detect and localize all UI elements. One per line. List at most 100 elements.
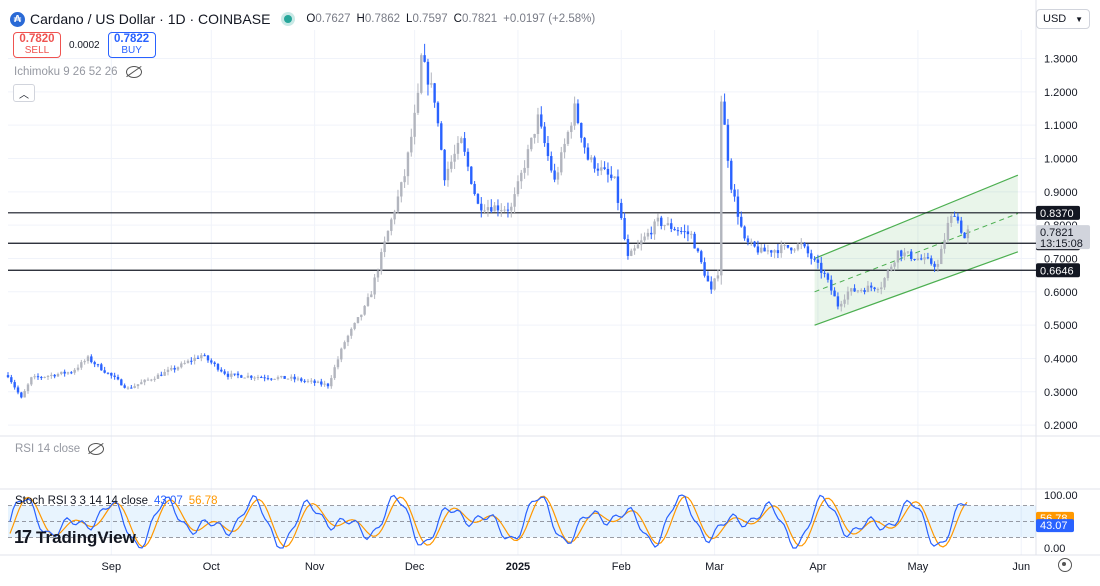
candle-body [120, 379, 123, 386]
candle-body [726, 124, 730, 161]
gear-icon[interactable] [1058, 558, 1072, 572]
candle-body [223, 371, 226, 374]
buy-button[interactable]: 0.7822 BUY [107, 32, 156, 58]
candle-body [240, 375, 243, 378]
candle-body [826, 273, 830, 280]
sell-button[interactable]: 0.7820 SELL [13, 32, 61, 58]
candle-body [716, 275, 720, 279]
price-tick-label: 1.2000 [1044, 87, 1078, 99]
bar-countdown-label: 13:15:08 [1040, 238, 1083, 250]
candle-body [750, 241, 753, 243]
chevron-down-icon: ▼ [1075, 14, 1083, 24]
candle-body [533, 134, 536, 138]
ichimoku-legend[interactable]: Ichimoku 9 26 52 26 [14, 66, 142, 78]
open-label: O [306, 13, 316, 25]
candle-body [33, 376, 36, 378]
candle-body [133, 386, 136, 388]
market-open-dot-icon [284, 15, 293, 23]
candle-body [866, 285, 870, 292]
candle-body [613, 176, 616, 179]
candle-body [686, 231, 690, 235]
candle-body [100, 364, 103, 371]
candle-body [730, 160, 733, 190]
candle-body [570, 125, 573, 133]
eye-hidden-icon[interactable] [88, 443, 105, 455]
candle-body [886, 270, 890, 279]
channel-mid-line [814, 213, 1019, 293]
candle-body [876, 289, 880, 291]
candle-body [923, 257, 926, 260]
candle-body [343, 342, 346, 349]
candle-body [213, 362, 216, 364]
candle-body [96, 364, 100, 366]
candle-body [956, 216, 960, 221]
candle-body [276, 377, 280, 379]
candle-body [363, 305, 366, 315]
stoch-k-value: 43.07 [153, 495, 183, 507]
candle-body [623, 218, 626, 240]
candle-body [676, 230, 680, 232]
candle-body [60, 371, 63, 374]
candle-body [90, 356, 93, 363]
eye-hidden-icon[interactable] [125, 66, 142, 78]
collapse-legend-button[interactable]: ︿ [13, 84, 35, 102]
candle-body [153, 378, 156, 380]
candle-body [370, 294, 373, 298]
candle-body [690, 233, 693, 235]
candle-body [626, 239, 630, 256]
candle-body [493, 205, 496, 212]
candle-body [40, 377, 43, 379]
currency-select[interactable]: USD ▼ [1036, 9, 1090, 29]
candle-body [143, 379, 146, 383]
candle-body [406, 152, 410, 177]
candle-body [430, 83, 433, 85]
candle-body [843, 299, 846, 304]
price-tick-label: 0.4000 [1044, 353, 1078, 365]
candle-body [226, 373, 230, 377]
candle-body [943, 239, 946, 249]
candle-body [426, 61, 430, 85]
buy-price: 0.7822 [114, 33, 150, 45]
candle-body [63, 371, 66, 374]
tradingview-logo[interactable]: 17 TradingView [14, 527, 136, 548]
candle-body [306, 380, 310, 382]
change-value: +0.0197 (+2.58%) [503, 13, 596, 25]
candle-body [403, 176, 406, 183]
candle-body [373, 277, 376, 295]
symbol-title[interactable]: Cardano / US Dollar · 1D · COINBASE [30, 11, 271, 27]
candle-body [290, 376, 293, 379]
candle-body [420, 55, 423, 93]
candle-body [433, 83, 436, 103]
sell-price: 0.7820 [19, 33, 55, 45]
candle-body [776, 250, 780, 254]
price-tick-label: 0.6000 [1044, 287, 1078, 299]
candle-body [263, 377, 266, 379]
candle-body [656, 217, 660, 222]
candle-body [250, 375, 253, 378]
cardano-logo-icon: ₳ [10, 11, 25, 27]
rsi-legend[interactable]: RSI 14 close [15, 443, 105, 455]
candle-body [916, 258, 920, 260]
currency-value: USD [1043, 13, 1067, 25]
stoch-rsi-legend[interactable]: Stoch RSI 3 3 14 14 close 43.07 56.78 [15, 495, 218, 507]
candle-body [800, 243, 803, 245]
trade-panel: 0.7820 SELL 0.0002 0.7822 BUY [13, 32, 156, 58]
time-tick-label: Jun [1012, 561, 1030, 573]
candle-body [633, 248, 636, 251]
low-label: L [406, 13, 413, 25]
tradingview-mark-icon: 17 [14, 527, 32, 547]
candle-body [466, 151, 470, 167]
candle-body [113, 375, 116, 377]
candle-body [773, 250, 776, 253]
candle-body [683, 231, 686, 233]
candle-body [30, 377, 33, 385]
stoch-value-label-bg [1036, 519, 1074, 533]
candle-body [460, 138, 463, 143]
candle-body [880, 287, 883, 290]
candle-body [516, 181, 520, 195]
level-label: 0.8370 [1040, 208, 1074, 220]
candle-body [110, 372, 113, 376]
candle-body [323, 383, 326, 385]
candle-body [836, 296, 840, 307]
